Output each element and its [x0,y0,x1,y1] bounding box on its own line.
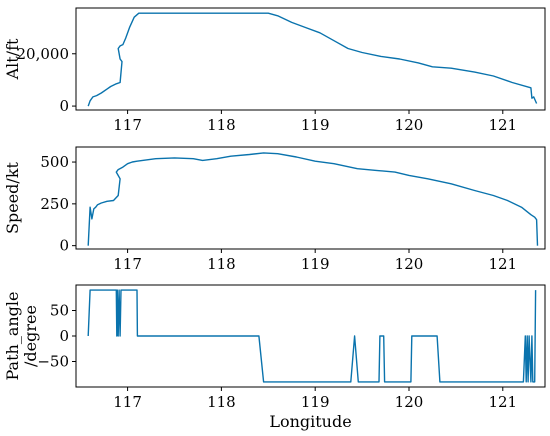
speed-y-tick-label: 250 [40,195,69,213]
altitude-x-tick-label: 119 [301,116,330,134]
speed-panel: 117 118 119 120 121 0 250 500 Speed/kt [3,146,546,273]
altitude-y-tick-label: 20,000 [17,45,70,63]
path-angle-y-axis-label-line: Path_angle [3,292,22,381]
path-angle-x-tick-label: 120 [395,393,424,411]
path-angle-x-tick-label: 121 [488,393,517,411]
speed-x-tick-label: 121 [488,255,517,273]
path-angle-x-tick-label: 119 [301,393,330,411]
path-angle-y-tick-label: −50 [37,353,69,371]
path-angle-panel: 117 118 119 120 121 −50 0 50 Path_angle/degree Lo… [3,284,546,431]
speed-x-tick-label: 118 [207,255,236,273]
path-angle-y-tick-label: 0 [59,327,69,345]
speed-y-tick-label: 500 [40,153,69,171]
path-angle-x-tick-label: 118 [207,393,236,411]
path-angle-y-axis-label-line: /degree [21,305,40,367]
altitude-axes-frame [75,7,546,111]
speed-series-line [87,152,539,246]
altitude-x-tick-label: 117 [113,116,142,134]
altitude-y-axis-label: Alt/ft [3,38,22,80]
path-angle-y-tick-label: 50 [50,302,69,320]
speed-y-axis-label: Speed/kt [3,161,22,233]
altitude-series-line [87,12,538,107]
path-angle-series-line [87,289,537,383]
altitude-x-tick-label: 118 [207,116,236,134]
path-angle-x-axis-label: Longitude [269,412,351,431]
altitude-y-tick-label: 0 [59,97,69,115]
path-angle-x-tick-label: 117 [113,393,142,411]
speed-x-tick-label: 117 [113,255,142,273]
speed-axes-frame [75,146,546,250]
speed-y-tick-label: 0 [59,237,69,255]
speed-x-tick-label: 119 [301,255,330,273]
speed-x-tick-label: 120 [395,255,424,273]
altitude-x-tick-label: 121 [488,116,517,134]
altitude-x-tick-label: 120 [395,116,424,134]
